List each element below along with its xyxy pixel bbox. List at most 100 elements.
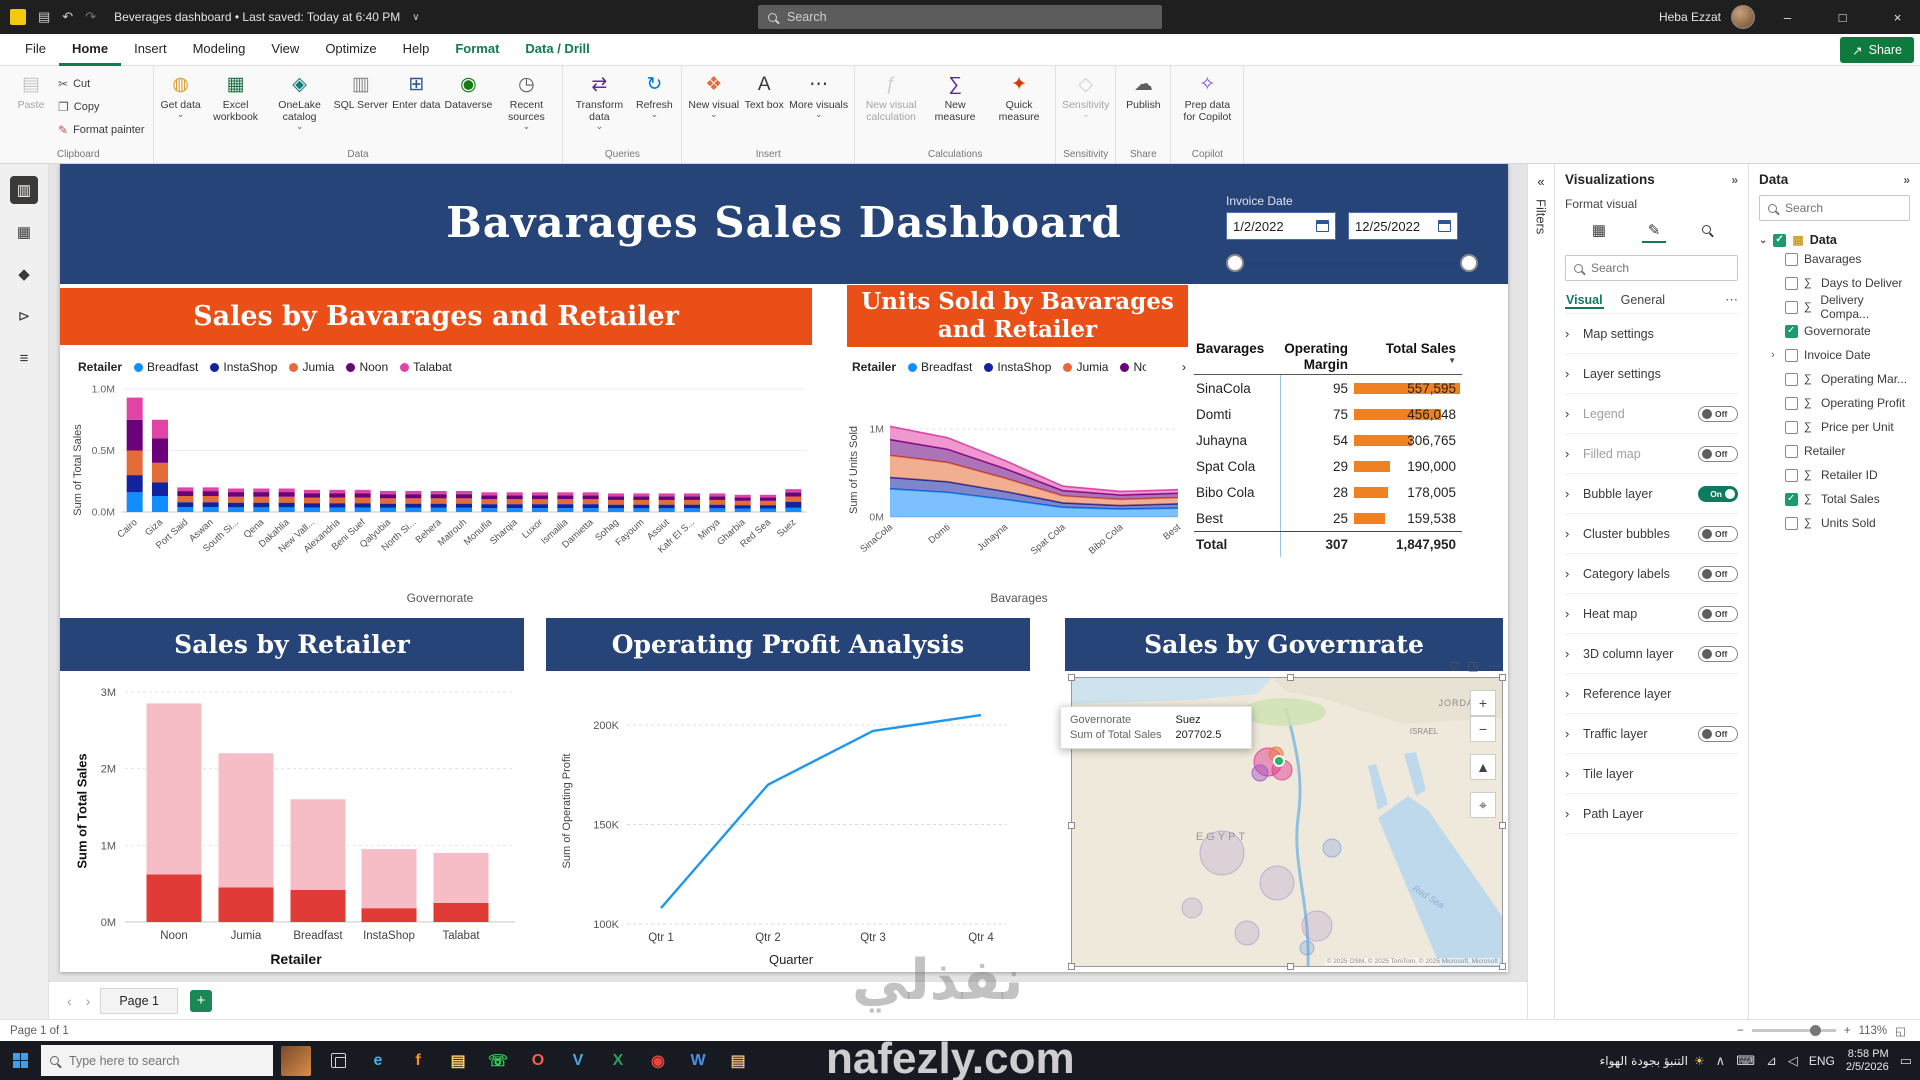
ribbon-button[interactable]: ⇄ Transform data ⌄ bbox=[567, 68, 631, 131]
taskbar-app-icon[interactable]: W bbox=[690, 1051, 706, 1069]
menu-tab[interactable]: Help bbox=[402, 40, 430, 56]
ribbon-button[interactable]: ◇ Sensitivity ⌄ bbox=[1062, 74, 1110, 120]
ribbon-button[interactable]: ∑ New measure bbox=[934, 74, 976, 124]
invoice-date-slicer[interactable]: Invoice Date 1/2/2022 12/25/2022 bbox=[1226, 194, 1478, 274]
field-checkbox[interactable] bbox=[1785, 444, 1798, 458]
view-icon[interactable]: ≡ bbox=[19, 349, 29, 367]
prev-page-icon[interactable]: ‹ bbox=[67, 992, 72, 1009]
field-row[interactable]: Retailer bbox=[1759, 439, 1910, 463]
field-row[interactable]: Bavarages bbox=[1759, 247, 1910, 271]
chevron-right-icon[interactable]: › bbox=[1565, 406, 1570, 421]
legend-item[interactable]: Breadfast bbox=[134, 360, 198, 374]
legend-scroll-icon[interactable]: › bbox=[1182, 360, 1186, 374]
analytics-icon[interactable] bbox=[1696, 219, 1717, 243]
column-header[interactable]: Bavarages bbox=[1196, 341, 1265, 356]
taskbar-app-icon[interactable]: ◉ bbox=[651, 1052, 665, 1070]
slicer-range-slider[interactable] bbox=[1226, 252, 1478, 274]
field-checkbox[interactable] bbox=[1785, 276, 1798, 290]
chevron-right-icon[interactable]: › bbox=[1565, 806, 1570, 821]
field-row[interactable]: ∑ Delivery Compa... bbox=[1759, 293, 1910, 321]
field-checkbox[interactable] bbox=[1785, 348, 1798, 362]
ribbon-button[interactable]: ƒ New visual calculation bbox=[865, 74, 917, 124]
selection-handle[interactable] bbox=[1287, 963, 1294, 970]
toggle-switch[interactable]: Off bbox=[1698, 605, 1738, 622]
chevron-right-icon[interactable]: › bbox=[1565, 326, 1570, 341]
field-checkbox[interactable] bbox=[1785, 396, 1798, 410]
map-canvas[interactable]: JORDAN ISRAEL EGYPT Red Sea bbox=[1072, 678, 1502, 967]
share-button[interactable]: ↗ Share bbox=[1840, 37, 1914, 63]
selection-handle[interactable] bbox=[1068, 674, 1075, 681]
format-section-row[interactable]: › Tile layer bbox=[1565, 754, 1738, 794]
toggle-switch[interactable]: On bbox=[1698, 485, 1738, 502]
ribbon-button[interactable]: ☁ Publish bbox=[1126, 74, 1161, 111]
calendar-icon[interactable] bbox=[1438, 220, 1451, 232]
banner-sales-by-bavarages[interactable]: Sales by Bavarages and Retailer bbox=[60, 288, 812, 345]
ribbon-button[interactable]: ◷ Recent sources ⌄ bbox=[494, 68, 558, 131]
field-row[interactable]: ∑ Retailer ID bbox=[1759, 463, 1910, 487]
table-checkbox[interactable] bbox=[1773, 233, 1787, 247]
format-search[interactable] bbox=[1565, 255, 1738, 281]
legend-item[interactable]: InstaShop bbox=[984, 360, 1051, 374]
chevron-right-icon[interactable]: › bbox=[1565, 446, 1570, 461]
ribbon-button[interactable]: ✧ Prep data for Copilot bbox=[1183, 74, 1232, 124]
chevron-right-icon[interactable]: › bbox=[1565, 606, 1570, 621]
ribbon-button[interactable]: ✦ Quick measure bbox=[998, 74, 1040, 124]
collapse-pane-icon[interactable]: » bbox=[1903, 172, 1910, 187]
format-section-row[interactable]: › Layer settings bbox=[1565, 354, 1738, 394]
map-zoom-in-button[interactable]: + bbox=[1470, 690, 1496, 716]
legend-item[interactable]: Talabat bbox=[400, 360, 452, 374]
selection-handle[interactable] bbox=[1068, 963, 1075, 970]
field-row[interactable]: › Invoice Date bbox=[1771, 348, 1871, 362]
minimize-button[interactable]: – bbox=[1783, 9, 1792, 25]
field-row[interactable]: ∑ Operating Profit bbox=[1759, 391, 1910, 415]
taskbar-search-input[interactable] bbox=[67, 1052, 264, 1069]
banner-units-sold[interactable]: Units Sold by Bavarages and Retailer bbox=[847, 285, 1188, 347]
legend-item[interactable]: Noon bbox=[1120, 360, 1146, 374]
banner-operating-profit[interactable]: Operating Profit Analysis bbox=[546, 618, 1030, 671]
chevron-right-icon[interactable]: › bbox=[1565, 686, 1570, 701]
table-row[interactable]: Bibo Cola 28 178,005 bbox=[1194, 479, 1462, 506]
more-options-icon[interactable]: ⋯ bbox=[1725, 292, 1738, 307]
title-dropdown-icon[interactable]: ∨ bbox=[412, 11, 420, 23]
map-style-button[interactable]: ▲ bbox=[1470, 754, 1496, 780]
ribbon-button[interactable]: ▦ Excel workbook bbox=[213, 74, 259, 124]
format-section-row[interactable]: › Map settings bbox=[1565, 314, 1738, 354]
zoom-slider-knob[interactable] bbox=[1809, 1025, 1821, 1036]
menu-tab[interactable]: Optimize bbox=[325, 40, 377, 56]
menu-tab[interactable]: Format bbox=[455, 40, 500, 56]
filters-pane-collapsed[interactable]: « Filters bbox=[1527, 164, 1554, 1019]
field-checkbox[interactable] bbox=[1785, 300, 1798, 314]
field-row[interactable]: ∑ Price per Unit bbox=[1759, 415, 1910, 439]
taskbar-app-icon[interactable]: O bbox=[531, 1051, 545, 1069]
language-indicator[interactable]: ENG bbox=[1808, 1053, 1835, 1068]
selection-handle[interactable] bbox=[1499, 963, 1506, 970]
column-header[interactable]: Total Sales ▼ bbox=[1354, 341, 1460, 372]
field-checkbox[interactable] bbox=[1785, 324, 1798, 338]
chevron-right-icon[interactable]: › bbox=[1565, 646, 1570, 661]
zoom-out-icon[interactable]: − bbox=[1737, 1024, 1744, 1037]
view-icon[interactable]: ⊳ bbox=[17, 308, 31, 325]
save-icon[interactable]: ▤ bbox=[38, 9, 51, 24]
slicer-start-date[interactable]: 1/2/2022 bbox=[1226, 212, 1336, 240]
undo-icon[interactable]: ↶ bbox=[62, 9, 74, 24]
touch-keyboard-icon[interactable]: ⌨ bbox=[1736, 1052, 1755, 1068]
format-section-row[interactable]: › Filled map Off bbox=[1565, 434, 1738, 474]
fit-to-page-icon[interactable]: ◱ bbox=[1895, 1025, 1906, 1038]
format-tab[interactable]: General bbox=[1620, 293, 1666, 307]
format-section-row[interactable]: › Cluster bubbles Off bbox=[1565, 514, 1738, 554]
format-section-row[interactable]: › Heat map Off bbox=[1565, 594, 1738, 634]
selection-handle[interactable] bbox=[1287, 674, 1294, 681]
field-row[interactable]: Governorate bbox=[1759, 319, 1910, 343]
legend-item[interactable]: Jumia bbox=[289, 360, 334, 374]
table-row[interactable]: Juhayna 54 306,765 bbox=[1194, 427, 1462, 454]
clipboard-button[interactable]: ✂ Cut bbox=[58, 77, 91, 91]
taskbar-app-icon[interactable]: e bbox=[373, 1051, 383, 1069]
data-search[interactable] bbox=[1759, 195, 1910, 221]
selection-handle[interactable] bbox=[1068, 822, 1075, 829]
format-section-row[interactable]: › Legend Off bbox=[1565, 394, 1738, 434]
format-section-row[interactable]: › Category labels Off bbox=[1565, 554, 1738, 594]
clipboard-button[interactable]: ✎ Format painter bbox=[58, 123, 145, 137]
paste-button[interactable]: ▤ Paste bbox=[17, 74, 45, 111]
report-page[interactable]: Bavarages Sales Dashboard Invoice Date 1… bbox=[60, 164, 1508, 972]
format-section-row[interactable]: › Bubble layer On bbox=[1565, 474, 1738, 514]
